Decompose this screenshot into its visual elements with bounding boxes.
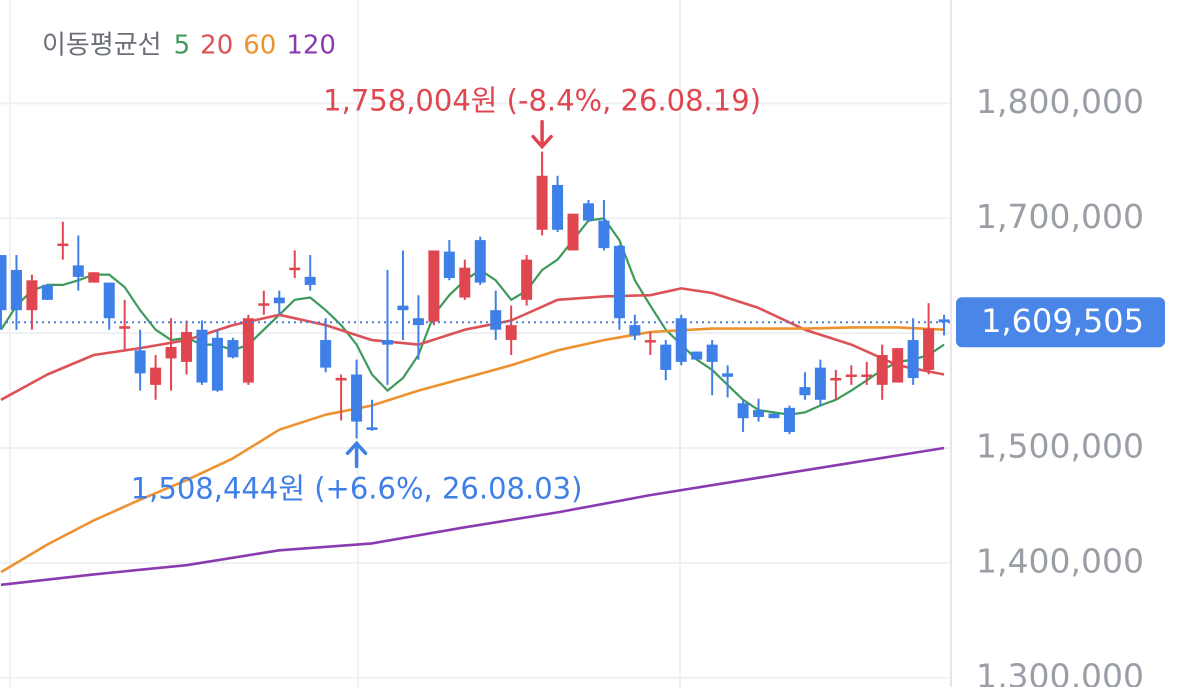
candle-body — [907, 340, 919, 378]
candle-body — [119, 326, 131, 329]
candle-body — [582, 203, 594, 221]
last-price-tag — [956, 297, 1165, 348]
candle-body — [72, 265, 84, 277]
legend: 이동평균선 5 20 60 120 — [42, 31, 336, 61]
legend-entry: 60 — [243, 31, 276, 61]
legend-entry: 120 — [286, 31, 336, 61]
candle-body — [382, 340, 393, 345]
candle-body — [351, 374, 363, 422]
candle-body — [505, 325, 517, 341]
candle-body — [552, 184, 564, 230]
max-annotation: 1,758,004원 (-8.4%, 26.08.19) — [323, 84, 761, 118]
candle-body — [613, 245, 625, 319]
candle-body — [598, 220, 610, 249]
candle-body — [304, 276, 316, 285]
candle-body — [814, 367, 826, 400]
candle-body — [103, 282, 115, 319]
candle-body — [150, 367, 162, 385]
candle-body — [258, 303, 270, 306]
candle-body — [428, 250, 440, 322]
candle-body — [320, 340, 332, 368]
last-price-label: 1,609,505 — [981, 302, 1144, 340]
candle-body — [783, 407, 795, 432]
legend-entry: 20 — [200, 31, 233, 61]
candle-body — [165, 346, 177, 359]
candle-body — [289, 267, 301, 271]
candle-body — [134, 350, 146, 374]
candle-body — [938, 319, 950, 323]
candle-body — [753, 410, 765, 418]
candle-body — [88, 272, 100, 283]
candle-body — [242, 318, 254, 383]
candle-body — [181, 332, 193, 362]
candle-body — [474, 240, 486, 283]
min-arrow — [345, 440, 368, 469]
candles — [0, 151, 950, 439]
max-arrow — [531, 119, 553, 150]
candle-body — [397, 305, 409, 311]
candle-body — [675, 318, 687, 362]
candle-body — [335, 377, 347, 381]
candle-body — [366, 427, 378, 430]
candle-body — [892, 348, 904, 383]
candle-body — [629, 325, 641, 336]
candle-body — [660, 344, 672, 370]
candle-body — [830, 377, 842, 381]
candle-body — [845, 374, 857, 378]
candle-body — [691, 351, 703, 360]
moving-averages — [0, 217, 945, 587]
y-tick-label: 1,800,000 — [976, 82, 1144, 121]
candle-body — [706, 344, 718, 362]
y-tick-label: 1,500,000 — [976, 427, 1144, 466]
candle-body — [443, 251, 455, 279]
candle-body — [10, 269, 22, 311]
y-tick-label: 1,400,000 — [976, 541, 1144, 580]
candle-body — [737, 403, 749, 419]
candle-body — [722, 373, 734, 377]
candle-body — [273, 297, 285, 304]
candle-body — [412, 318, 424, 326]
grid — [0, 102, 950, 679]
candle-body — [876, 354, 888, 385]
candle-body — [861, 374, 873, 378]
candle-body — [227, 340, 239, 358]
moving-average-line — [0, 446, 945, 587]
candle-body — [490, 310, 502, 330]
candle-body — [799, 387, 811, 396]
y-tick-label: 1,700,000 — [976, 197, 1144, 236]
moving-average-line — [0, 287, 945, 401]
candle-body — [26, 280, 38, 311]
candle-body — [196, 329, 208, 383]
candle-body — [459, 267, 471, 298]
legend-entry: 5 — [174, 31, 191, 61]
legend-title: 이동평균선 — [42, 31, 162, 61]
candle-body — [0, 255, 7, 311]
candle-body — [644, 340, 656, 343]
y-tick-label: 1,300,000 — [976, 656, 1144, 687]
overlay: 1,300,0001,400,0001,500,0001,600,0001,70… — [0, 82, 1165, 687]
candle-body — [536, 175, 548, 230]
candle-body — [41, 284, 53, 300]
moving-average-line — [0, 326, 945, 574]
candle-body — [57, 243, 69, 247]
candle-body — [768, 413, 780, 419]
candle-body — [211, 337, 223, 391]
min-annotation: 1,508,444원 (+6.6%, 26.08.03) — [131, 471, 583, 505]
candle-body — [923, 328, 935, 370]
moving-average-line — [0, 217, 945, 416]
candle-body — [567, 213, 579, 251]
candle-body — [521, 259, 533, 300]
